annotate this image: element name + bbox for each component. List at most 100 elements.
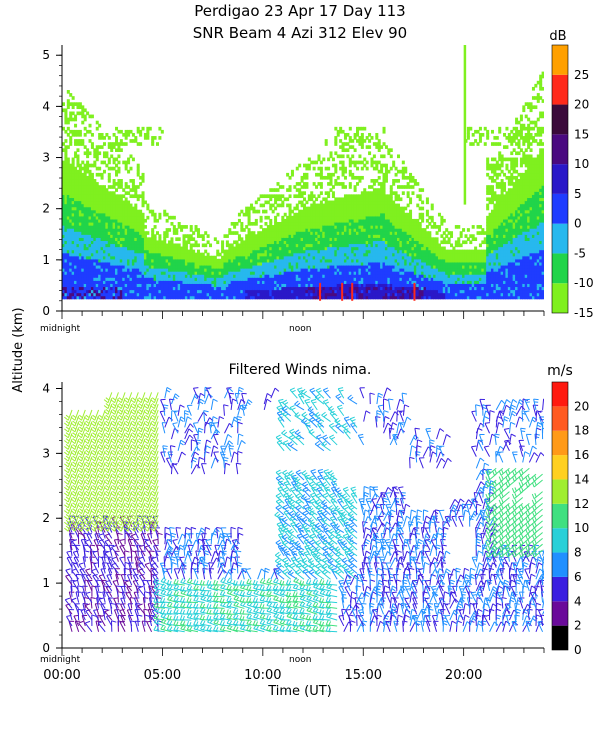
snr-cell: [329, 289, 333, 294]
snr-cell: [329, 234, 333, 238]
snr-cell: [298, 249, 302, 254]
snr-cell: [158, 246, 162, 251]
snr-cell: [252, 231, 256, 235]
snr-cell: [365, 246, 369, 251]
snr-cell: [102, 218, 106, 223]
snr-cell: [107, 249, 111, 254]
snr-cell: [151, 286, 155, 291]
snr-cell: [372, 182, 376, 186]
snr-cell: [66, 105, 70, 110]
snr-cell: [368, 271, 372, 275]
snr-cell: [102, 261, 106, 266]
snr-cell: [62, 197, 66, 202]
snr-cell: [141, 221, 145, 226]
snr-cell: [98, 280, 102, 284]
snr-cell: [165, 258, 169, 263]
snr-cell: [83, 185, 87, 189]
snr-cell: [351, 240, 355, 245]
snr-cell: [182, 261, 186, 266]
snr-cell: [69, 169, 73, 174]
snr-cell: [117, 206, 121, 211]
snr-cell: [98, 295, 102, 300]
snr-cell: [370, 261, 374, 266]
snr-cell: [117, 249, 121, 254]
snr-cell: [411, 221, 415, 226]
snr-cell: [88, 243, 92, 248]
snr-cell: [303, 215, 307, 220]
snr-cell: [257, 197, 261, 202]
snr-cell: [348, 126, 352, 131]
snr-cell: [122, 243, 126, 248]
snr-cell: [317, 246, 321, 251]
snr-cell: [100, 255, 104, 260]
snr-cell: [334, 292, 338, 297]
snr-cell: [134, 194, 138, 199]
snr-cell: [107, 231, 111, 235]
snr-cell: [372, 209, 376, 214]
snr-cell: [134, 277, 138, 281]
snr-cell: [372, 268, 376, 272]
snr-cell: [392, 258, 396, 263]
snr-cell: [281, 240, 285, 245]
snr-cell: [351, 212, 355, 217]
snr-cell: [358, 261, 362, 266]
snr-cell: [401, 166, 405, 171]
snr-cell: [356, 252, 360, 257]
snr-cell: [136, 163, 140, 168]
snr-cell: [112, 203, 116, 208]
snr-cell: [406, 255, 410, 260]
snr-cell: [401, 258, 405, 263]
snr-cell: [192, 261, 196, 266]
snr-cell: [411, 292, 415, 297]
snr-cell: [74, 203, 78, 208]
snr-cell: [177, 249, 181, 254]
snr-cell: [110, 212, 114, 217]
snr-cell: [76, 185, 80, 189]
snr-cell: [329, 292, 333, 297]
snr-cell: [404, 295, 408, 300]
snr-cell: [69, 237, 73, 242]
snr-cell: [131, 243, 135, 248]
snr-cell: [319, 237, 323, 242]
snr-cell: [343, 289, 347, 294]
snr-cell: [66, 102, 70, 106]
snr-cell: [105, 243, 109, 248]
snr-cell: [334, 249, 338, 254]
snr-cell: [370, 197, 374, 202]
snr-cell: [384, 274, 388, 278]
snr-cell: [295, 237, 299, 242]
snr-cell: [102, 169, 106, 174]
snr-cell: [64, 206, 68, 211]
snr-cell: [418, 258, 422, 263]
snr-cell: [310, 255, 314, 260]
snr-cell: [363, 139, 367, 143]
snr-cell: [334, 166, 338, 171]
snr-cell: [127, 129, 131, 134]
snr-cell: [88, 123, 92, 128]
snr-cell: [122, 274, 126, 278]
snr-cell: [346, 268, 350, 272]
snr-cell: [100, 185, 104, 189]
snr-cell: [194, 280, 198, 284]
snr-cell: [271, 237, 275, 242]
snr-cell: [356, 286, 360, 291]
snr-cell: [71, 105, 75, 110]
snr-cell: [76, 274, 80, 278]
snr-cell: [331, 268, 335, 272]
snr-cell: [143, 240, 147, 245]
snr-cell: [95, 197, 99, 202]
snr-cell: [136, 225, 140, 229]
snr-cell: [310, 274, 314, 278]
snr-cell: [288, 277, 292, 281]
snr-cell: [298, 277, 302, 281]
snr-cell: [375, 200, 379, 205]
snr-cell: [382, 182, 386, 186]
snr-cell: [401, 175, 405, 180]
snr-cell: [303, 255, 307, 260]
snr-cell: [305, 274, 309, 278]
snr-cell: [81, 258, 85, 263]
snr-cell: [117, 200, 121, 205]
snr-cell: [196, 274, 200, 278]
snr-cell: [90, 172, 94, 177]
snr-cell: [319, 268, 323, 272]
